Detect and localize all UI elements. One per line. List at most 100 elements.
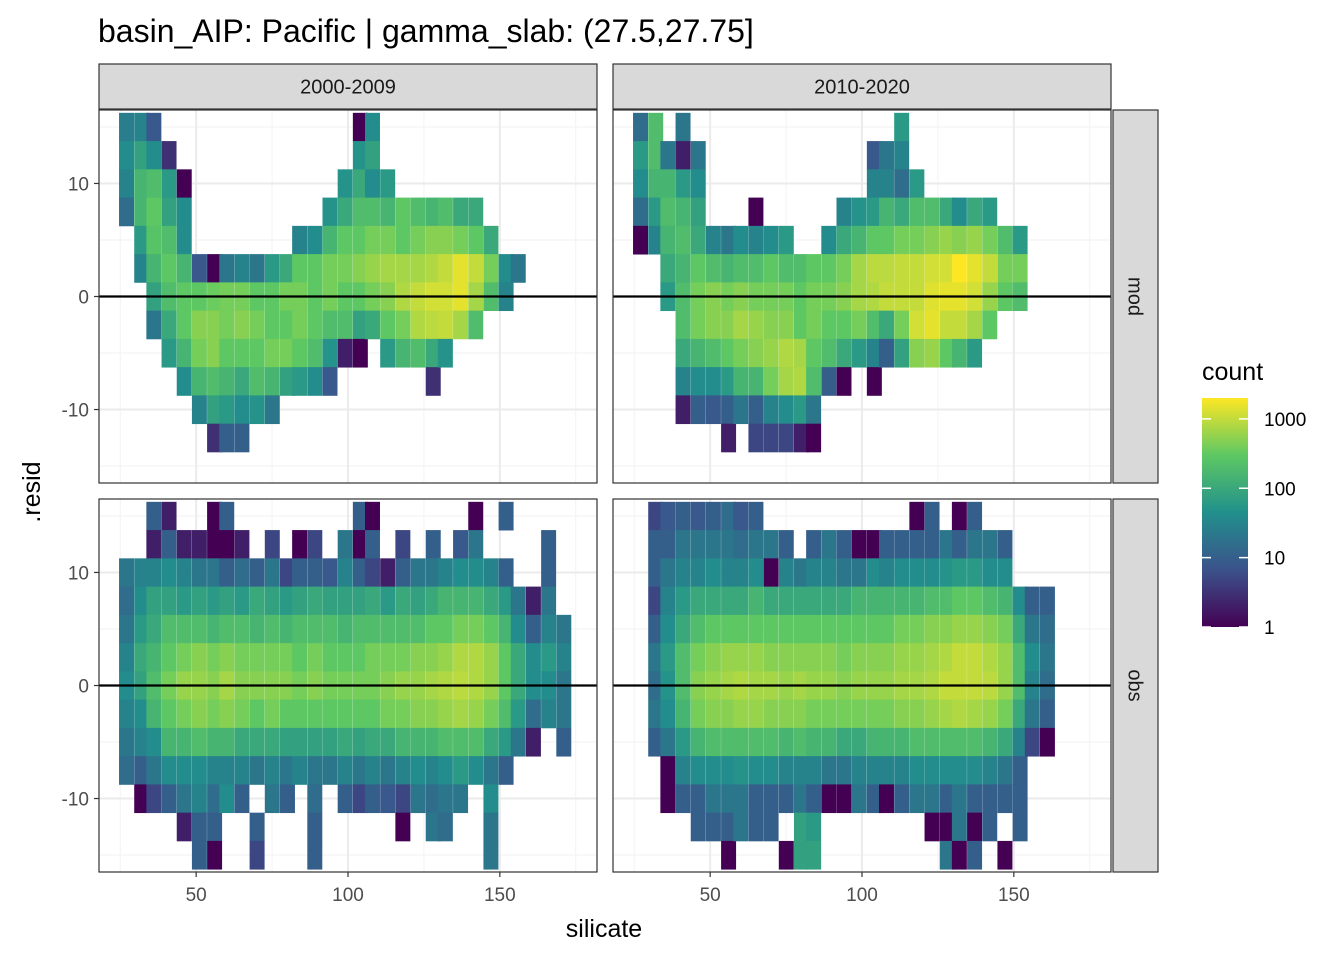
heatmap-bin — [134, 169, 150, 198]
heatmap-bin — [821, 367, 837, 396]
heatmap-bin — [525, 727, 541, 757]
heatmap-bin — [437, 197, 453, 227]
heatmap-bin — [425, 699, 441, 729]
heatmap-bin — [395, 338, 411, 368]
heatmap-bin — [219, 727, 235, 757]
heatmap-bin — [134, 699, 150, 729]
heatmap-bin — [234, 395, 250, 425]
heatmap-bin — [997, 254, 1013, 283]
heatmap-bin — [337, 614, 353, 644]
heatmap-bin — [721, 225, 737, 255]
heatmap-bin — [721, 784, 737, 814]
heatmap-bin — [292, 756, 308, 785]
heatmap-bin — [879, 141, 894, 170]
heatmap-bin — [763, 530, 779, 559]
heatmap-bin — [924, 643, 940, 672]
heatmap-bin — [437, 254, 453, 283]
heatmap-bin — [836, 756, 852, 785]
heatmap-bin — [395, 558, 411, 587]
heatmap-bin — [951, 586, 967, 616]
heatmap-bin — [778, 784, 794, 814]
heatmap-bin — [894, 784, 910, 814]
heatmap-bin — [690, 756, 706, 785]
heatmap-bin — [951, 338, 967, 368]
heatmap-bin — [763, 367, 779, 396]
heatmap-bin — [234, 423, 250, 453]
heatmap-bin — [721, 338, 737, 368]
x-tick-label: 50 — [186, 885, 207, 906]
heatmap-bin — [219, 530, 235, 559]
heatmap-bin — [909, 530, 925, 559]
heatmap-bin — [207, 310, 223, 340]
heatmap-bin — [806, 840, 822, 870]
heatmap-bin — [793, 840, 809, 870]
heatmap-bin — [851, 727, 867, 757]
heatmap-bin — [851, 558, 867, 587]
heatmap-bin — [924, 784, 940, 814]
heatmap-bin — [279, 254, 295, 283]
heatmap-bin — [219, 614, 235, 644]
legend-break-label: 1 — [1264, 618, 1275, 639]
heatmap-bin — [721, 310, 737, 340]
heatmap-bin — [483, 699, 499, 729]
heatmap-bin — [675, 501, 691, 531]
heatmap-bin — [778, 614, 794, 644]
heatmap-bin — [352, 338, 368, 368]
heatmap-bin — [483, 756, 499, 785]
heatmap-bin — [1039, 586, 1055, 616]
heatmap-bin — [778, 558, 794, 587]
heatmap-bin — [541, 558, 557, 587]
heatmap-bin — [793, 699, 809, 729]
heatmap-bin — [806, 530, 822, 559]
heatmap-bin — [425, 784, 441, 814]
heatmap-bin — [733, 530, 749, 559]
heatmap-bin — [337, 310, 353, 340]
heatmap-bin — [690, 141, 706, 170]
heatmap-bin — [793, 614, 809, 644]
heatmap-bin — [264, 558, 280, 587]
heatmap-bin — [879, 699, 894, 729]
heatmap-bin — [879, 614, 894, 644]
heatmap-bin — [191, 254, 207, 283]
heatmap-bin — [997, 784, 1013, 814]
heatmap-bin — [778, 643, 794, 672]
panel-mod-2010-2020 — [612, 109, 1112, 484]
heatmap-bin — [793, 558, 809, 587]
heatmap-bin — [425, 225, 441, 255]
heatmap-bin — [721, 699, 737, 729]
heatmap-bin — [279, 643, 295, 672]
heatmap-bin — [909, 169, 925, 198]
heatmap-bin — [660, 643, 676, 672]
heatmap-bin — [498, 756, 514, 785]
heatmap-bin — [207, 501, 223, 531]
heatmap-bin — [690, 338, 706, 368]
heatmap-bin — [483, 784, 499, 814]
heatmap-bin — [249, 643, 265, 672]
legend-break-label: 10 — [1264, 549, 1285, 570]
heatmap-bin — [207, 614, 223, 644]
heatmap-bin — [733, 367, 749, 396]
facet-strip-row-label: mod — [1124, 277, 1146, 316]
heatmap-bin — [648, 141, 664, 170]
heatmap-bin — [437, 614, 453, 644]
heatmap-bin — [733, 727, 749, 757]
heatmap-bin — [851, 699, 867, 729]
heatmap-bin — [721, 586, 737, 616]
heatmap-bin — [705, 501, 721, 531]
heatmap-bin — [337, 699, 353, 729]
heatmap-bin — [909, 643, 925, 672]
heatmap-bin — [176, 558, 192, 587]
heatmap-bin — [322, 727, 338, 757]
heatmap-bin — [483, 614, 499, 644]
heatmap-bin — [292, 558, 308, 587]
heatmap-bin — [690, 197, 706, 227]
heatmap-bin — [763, 310, 779, 340]
heatmap-bin — [395, 727, 411, 757]
heatmap-bin — [498, 699, 514, 729]
heatmap-bin — [793, 756, 809, 785]
heatmap-bin — [395, 254, 411, 283]
legend-break-label: 100 — [1264, 479, 1296, 500]
heatmap-bin — [207, 643, 223, 672]
heatmap-bin — [648, 727, 664, 757]
heatmap-bin — [909, 784, 925, 814]
